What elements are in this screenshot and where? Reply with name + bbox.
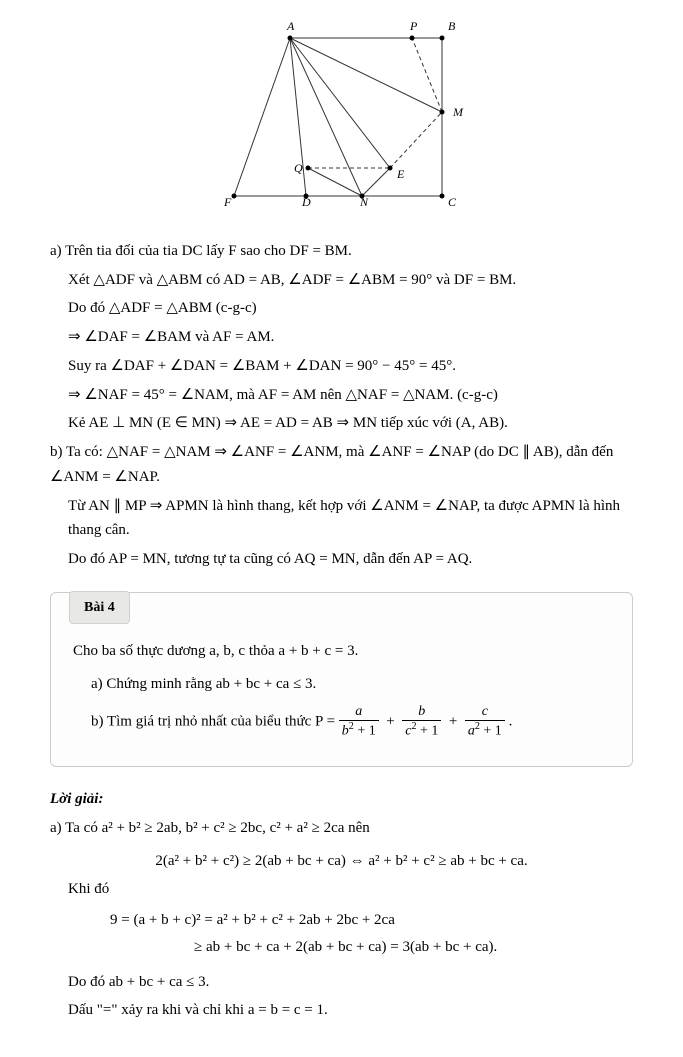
exercise-label: Bài 4 (69, 591, 130, 624)
exercise-part-b: b) Tìm giá trị nhỏ nhất của biểu thức P … (91, 704, 610, 740)
figure-svg: A P B M E Q F D N C (212, 20, 472, 212)
svg-text:C: C (448, 195, 457, 209)
aligned-equations: 9 = (a + b + c)² = a² + b² + c² + 2ab + … (110, 908, 633, 960)
frac-den: c2 + 1 (402, 721, 441, 740)
exercise-body: Cho ba số thực dương a, b, c thỏa a + b … (51, 625, 632, 766)
svg-text:E: E (396, 167, 405, 181)
fraction-term: c a2 + 1 (465, 704, 505, 740)
proof-line: Do đó △ADF = △ABM (c-g-c) (68, 296, 633, 321)
svg-text:A: A (286, 20, 295, 33)
proof-line: b) Ta có: △NAF = △NAM ⇒ ∠ANF = ∠ANM, mà … (50, 440, 633, 490)
aligned-row: 9 = (a + b + c)² = a² + b² + c² + 2ab + … (110, 908, 633, 933)
proof-line: a) Trên tia đối của tia DC lấy F sao cho… (50, 239, 633, 264)
proof-line: ⇒ ∠DAF = ∠BAM và AF = AM. (68, 325, 633, 350)
proof-line: Do đó AP = MN, tương tự ta cũng có AQ = … (68, 547, 633, 572)
proof-line: Kẻ AE ⊥ MN (E ∈ MN) ⇒ AE = AD = AB ⇒ MN … (68, 411, 633, 436)
svg-text:Q: Q (294, 161, 303, 175)
svg-text:B: B (448, 20, 456, 33)
geometry-figure: A P B M E Q F D N C (50, 20, 633, 221)
proof-line: ⇒ ∠NAF = 45° = ∠NAM, mà AF = AM nên △NAF… (68, 383, 633, 408)
frac-den: b2 + 1 (339, 721, 379, 740)
exercise-part-a: a) Chứng minh rằng ab + bc + ca ≤ 3. (91, 672, 610, 697)
partb-prefix: b) Tìm giá trị nhỏ nhất của biểu thức P … (91, 714, 339, 730)
svg-text:N: N (359, 195, 369, 209)
solution-line: Dấu "=" xảy ra khi và chỉ khi a = b = c … (68, 998, 633, 1023)
frac-num: a (339, 704, 379, 720)
proof-line: Suy ra ∠DAF + ∠DAN = ∠BAM + ∠DAN = 90° −… (68, 354, 633, 379)
svg-text:D: D (301, 195, 311, 209)
frac-den: a2 + 1 (465, 721, 505, 740)
fraction-term: b c2 + 1 (402, 704, 441, 740)
exercise-intro: Cho ba số thực dương a, b, c thỏa a + b … (73, 639, 610, 664)
proof-line: Xét △ADF và △ABM có AD = AB, ∠ADF = ∠ABM… (68, 268, 633, 293)
solution-line: Do đó ab + bc + ca ≤ 3. (68, 970, 633, 995)
solution-title: Lời giải: (50, 787, 633, 812)
frac-num: b (402, 704, 441, 720)
solution-section: Lời giải: a) Ta có a² + b² ≥ 2ab, b² + c… (50, 787, 633, 1023)
frac-num: c (465, 704, 505, 720)
svg-text:F: F (223, 195, 232, 209)
proof-line: Từ AN ∥ MP ⇒ APMN là hình thang, kết hợp… (68, 494, 633, 544)
solution-line: Khi đó (68, 877, 633, 902)
svg-text:P: P (409, 20, 418, 33)
svg-text:M: M (452, 105, 464, 119)
fraction-term: a b2 + 1 (339, 704, 379, 740)
aligned-row: ≥ ab + bc + ca + 2(ab + bc + ca) = 3(ab … (194, 935, 633, 960)
proof-section: a) Trên tia đối của tia DC lấy F sao cho… (50, 239, 633, 572)
solution-line: a) Ta có a² + b² ≥ 2ab, b² + c² ≥ 2bc, c… (50, 816, 633, 841)
exercise-box: Bài 4 Cho ba số thực dương a, b, c thỏa … (50, 592, 633, 767)
solution-centered-math: 2(a² + b² + c²) ≥ 2(ab + bc + ca) ⇔ a² +… (50, 849, 633, 874)
